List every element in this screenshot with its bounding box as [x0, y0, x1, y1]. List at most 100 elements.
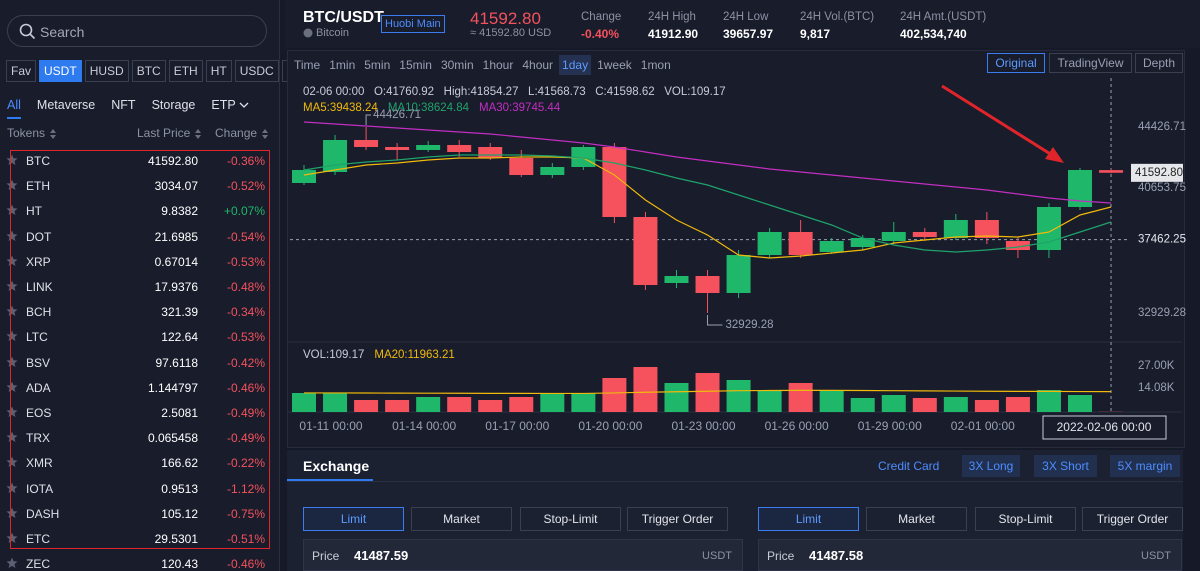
ohlc-info: 02-06 00:00 O:41760.92 High:41854.27 L:4… [303, 86, 726, 98]
favorite-star [6, 280, 18, 291]
order-type-button[interactable]: Limit [303, 507, 404, 531]
token-price: 1.144797 [147, 380, 198, 395]
token-row[interactable]: IOTA 0.9513 -1.12% [0, 476, 279, 501]
token-change: -0.51% [226, 532, 265, 546]
interval-tab[interactable]: 1hour [482, 58, 514, 72]
order-type-button[interactable]: Market [866, 507, 967, 531]
column-header[interactable]: Last Price [137, 126, 191, 140]
ma-line [303, 154, 1112, 253]
exchange-action[interactable]: 3X Long [962, 455, 1020, 477]
order-type-button[interactable]: Market [411, 507, 512, 531]
order-type-button[interactable]: Stop-Limit [975, 507, 1076, 531]
token-row[interactable]: BTC 41592.80 -0.36% [0, 148, 279, 173]
stat-value: 41912.90 [648, 27, 699, 41]
column-header[interactable]: Change [215, 126, 258, 140]
legend-entry: MA5:39438.24 [303, 102, 378, 114]
interval-tab[interactable]: Time [294, 58, 321, 72]
category-tab[interactable]: Metaverse [36, 98, 96, 112]
token-row[interactable]: LTC 122.64 -0.53% [0, 324, 279, 349]
quote-tab[interactable]: USDC [234, 60, 279, 82]
view-button[interactable]: Depth [1135, 53, 1183, 73]
max-pointer [365, 114, 372, 125]
category-tab[interactable]: Storage [151, 98, 196, 112]
exchange-action[interactable]: Credit Card [878, 459, 940, 473]
price-input[interactable]: Price 41487.58 USDT [758, 539, 1182, 571]
token-row[interactable]: EOS 2.5081 -0.49% [0, 400, 279, 425]
quote-tab[interactable]: HT [205, 60, 232, 82]
category-tab[interactable]: ETP [211, 98, 236, 112]
exchange-title[interactable]: Exchange [303, 458, 370, 474]
token-row[interactable]: ETC 29.5301 -0.51% [0, 526, 279, 551]
ma-line [303, 121, 1112, 204]
token-row[interactable]: XRP 0.67014 -0.53% [0, 249, 279, 274]
quote-tab[interactable]: USDT [39, 60, 82, 82]
view-button[interactable]: Original [987, 53, 1045, 73]
favorite-star [6, 456, 18, 468]
chart-toolbar: Time 1min 5min 15min 30min 1hour 4hour 1day 1wee… [0, 0, 1200, 80]
crosshair-date-box [1042, 415, 1167, 440]
token-row[interactable]: DOT 21.6985 -0.54% [0, 224, 279, 249]
price-input[interactable]: Price 41487.59 USDT [303, 539, 743, 571]
quote-tab[interactable]: ETH [168, 60, 203, 82]
candle-body [912, 232, 937, 238]
price-unit: USDT [702, 550, 732, 562]
candle-body [323, 139, 348, 172]
interval-tab[interactable]: 1day [559, 55, 592, 75]
legend-entry: MA10:38624.84 [387, 102, 470, 114]
interval-tab[interactable]: 1week [597, 58, 632, 72]
token-row[interactable]: ADA 1.144797 -0.46% [0, 375, 279, 400]
token-row[interactable]: LINK 17.9376 -0.48% [0, 274, 279, 299]
quote-tab[interactable]: Fav [6, 60, 37, 82]
search-box[interactable]: Search [7, 15, 267, 47]
token-symbol: LTC [26, 330, 48, 345]
token-symbol: BSV [26, 355, 51, 370]
quote-tab[interactable]: BTC [131, 60, 166, 82]
order-type-button[interactable]: Trigger Order [1082, 507, 1183, 531]
candle-body [788, 232, 813, 256]
interval-tab[interactable]: 30min [440, 58, 474, 72]
token-price: 166.62 [161, 456, 198, 471]
candle-body [974, 219, 999, 238]
column-header[interactable]: Tokens [7, 126, 46, 140]
token-row[interactable]: TRX 0.065458 -0.49% [0, 425, 279, 450]
interval-tab[interactable]: 5min [364, 58, 391, 72]
interval-tab[interactable]: 1mon [640, 58, 671, 72]
quote-tab[interactable]: HUSD [84, 60, 129, 82]
token-price: 0.065458 [147, 431, 198, 446]
order-type-button[interactable]: Limit [758, 507, 859, 531]
volume-bar [571, 393, 596, 412]
token-row[interactable]: ZEC 120.43 -0.46% [0, 551, 279, 571]
token-symbol: LINK [26, 280, 53, 294]
view-button[interactable]: TradingView [1049, 53, 1132, 73]
market-badge[interactable]: Huobi Main [381, 15, 445, 33]
interval-tab[interactable]: 15min [399, 58, 432, 72]
stat-value: 9,817 [800, 27, 831, 41]
order-type-button[interactable]: Stop-Limit [520, 507, 621, 531]
interval-tab[interactable]: 1min [329, 58, 356, 72]
token-row[interactable]: XMR 166.62 -0.22% [0, 450, 279, 475]
token-row[interactable]: DASH 105.12 -0.75% [0, 501, 279, 526]
token-row[interactable]: BCH 321.39 -0.34% [0, 299, 279, 324]
category-tab[interactable]: All [7, 98, 21, 112]
token-symbol: ZEC [26, 557, 50, 571]
pair: BTC/USDT [303, 9, 384, 26]
token-row[interactable]: ETH 3034.07 -0.52% [0, 173, 279, 198]
x-tick-label: 01-23 00:00 [671, 419, 735, 433]
token-row[interactable]: HT 9.8382 +0.07% [0, 198, 279, 223]
volume-bar [726, 380, 751, 412]
favorite-star [6, 330, 18, 342]
order-type-button[interactable]: Trigger Order [627, 507, 728, 531]
exchange-action[interactable]: 5X margin [1110, 455, 1180, 477]
token-price: 17.9376 [154, 280, 198, 294]
volume-bar [664, 383, 689, 412]
token-row[interactable]: BSV 97.6118 -0.42% [0, 350, 279, 375]
token-price: 41592.80 [147, 154, 198, 168]
coin-name: Bitcoin [316, 27, 350, 39]
interval-tab[interactable]: 4hour [522, 58, 554, 72]
candle-body [726, 255, 751, 293]
stat-label: Change [581, 11, 622, 23]
category-tab[interactable]: NFT [111, 98, 136, 112]
x-tick-label: 01-26 00:00 [765, 419, 829, 433]
exchange-action[interactable]: 3X Short [1034, 455, 1097, 477]
favorite-star [6, 482, 18, 493]
